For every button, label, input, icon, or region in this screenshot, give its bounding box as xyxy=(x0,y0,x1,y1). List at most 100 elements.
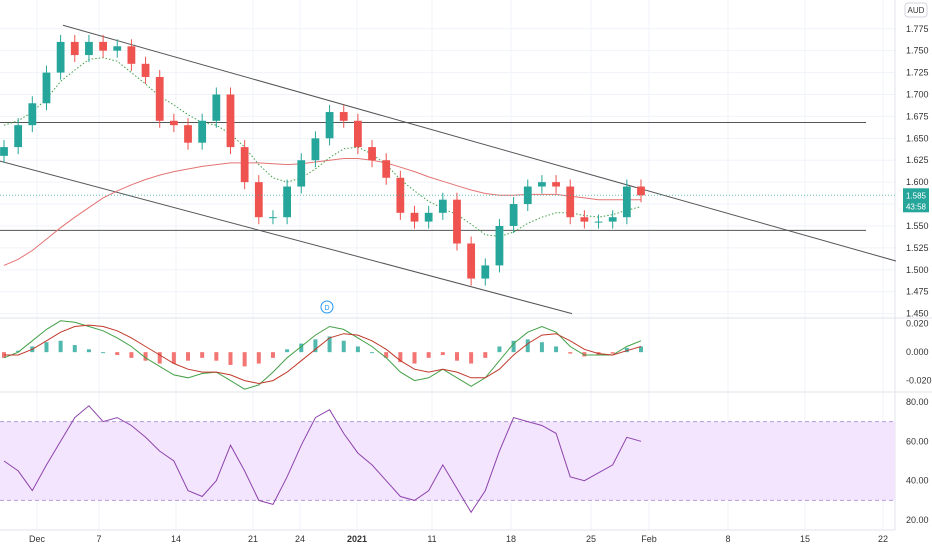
macd-panel[interactable] xyxy=(2,320,643,390)
candle-body[interactable] xyxy=(14,125,23,148)
candle-body[interactable] xyxy=(283,186,292,218)
candle-body[interactable] xyxy=(127,46,136,64)
macd-histogram-bar xyxy=(610,352,615,354)
candle-body[interactable] xyxy=(410,212,419,222)
price-axis[interactable]: 1.775 1.750 1.725 1.700 1.675 1.650 1.625 1.600… xyxy=(906,24,932,525)
candle-body[interactable] xyxy=(141,63,150,77)
macd-histogram-bar xyxy=(525,339,530,353)
macd-histogram-bar xyxy=(582,352,587,357)
macd-histogram-bar xyxy=(313,339,318,353)
candle-body[interactable] xyxy=(85,41,93,56)
macd-histogram-bar xyxy=(341,340,346,353)
rsi-panel[interactable] xyxy=(0,405,895,514)
candle-body[interactable] xyxy=(495,225,504,266)
price-tick-label: 1.650 xyxy=(906,133,929,143)
time-axis[interactable]: Dec 7 14 21 24 2021 11 18 25 Feb 8 15 22 xyxy=(29,534,888,544)
candle-body[interactable] xyxy=(155,76,164,121)
candle-body[interactable] xyxy=(467,243,476,279)
time-tick-label: 21 xyxy=(248,534,258,544)
macd-histogram-bar xyxy=(242,352,247,367)
macd-histogram-bar xyxy=(72,345,77,353)
candle-body[interactable] xyxy=(311,138,320,161)
candle-body[interactable] xyxy=(566,186,575,218)
dividend-marker-icon[interactable] xyxy=(320,300,334,314)
candle-body[interactable] xyxy=(382,160,391,178)
trend-channel-upper[interactable] xyxy=(62,24,897,262)
macd-tick-label: 0.020 xyxy=(906,319,929,329)
time-tick-label: 22 xyxy=(878,534,888,544)
candle-body[interactable] xyxy=(99,41,107,51)
macd-histogram-bar xyxy=(398,352,403,363)
candle-body[interactable] xyxy=(28,103,37,126)
candle-body[interactable] xyxy=(0,147,8,156)
macd-histogram-bar xyxy=(327,336,332,353)
macd-histogram-bar xyxy=(624,347,629,353)
candle-body[interactable] xyxy=(580,217,589,222)
macd-histogram-bar xyxy=(483,352,488,358)
candle-body[interactable] xyxy=(509,204,518,226)
candle-body[interactable] xyxy=(538,182,546,187)
candle-body[interactable] xyxy=(184,125,192,143)
macd-histogram-bar xyxy=(370,352,375,354)
candle-body[interactable] xyxy=(438,199,447,213)
time-tick-label: 14 xyxy=(171,534,181,544)
candle-body[interactable] xyxy=(424,212,433,222)
time-tick-label: 24 xyxy=(295,534,305,544)
candle-body[interactable] xyxy=(481,265,490,279)
candle-body[interactable] xyxy=(198,120,207,143)
candle-body[interactable] xyxy=(552,182,560,187)
macd-histogram-bar xyxy=(115,352,120,355)
candle-body[interactable] xyxy=(240,147,249,183)
macd-histogram-bar xyxy=(426,352,431,358)
price-tick-label: 1.625 xyxy=(906,155,929,165)
macd-tick-label: -0.020 xyxy=(906,376,932,386)
macd-histogram-bar xyxy=(511,340,516,353)
candle-body[interactable] xyxy=(622,186,631,218)
macd-histogram-bar xyxy=(554,346,559,353)
candle-body[interactable] xyxy=(212,94,221,121)
candle-body[interactable] xyxy=(353,120,362,148)
candle-body[interactable] xyxy=(608,217,617,222)
last-price-badge xyxy=(903,188,929,213)
macd-histogram-bar xyxy=(355,346,360,353)
candle-body[interactable] xyxy=(396,177,405,213)
macd-histogram-bar xyxy=(44,342,49,353)
price-panel[interactable] xyxy=(0,24,897,315)
candle-body[interactable] xyxy=(169,120,178,126)
candle-body[interactable] xyxy=(368,147,376,161)
macd-histogram-bar xyxy=(58,340,63,353)
candle-body[interactable] xyxy=(297,160,306,187)
currency-badge[interactable] xyxy=(904,2,928,18)
candle-body[interactable] xyxy=(637,186,645,196)
dividend-marker-label: D xyxy=(324,305,329,312)
candle-body[interactable] xyxy=(594,221,603,223)
macd-histogram-bar xyxy=(157,352,162,364)
candle-body[interactable] xyxy=(56,41,65,73)
candle-body[interactable] xyxy=(523,186,532,205)
candle-body[interactable] xyxy=(339,112,348,121)
candle-body[interactable] xyxy=(113,46,122,51)
candle-body[interactable] xyxy=(226,94,235,148)
time-tick-label: 11 xyxy=(427,534,436,544)
rsi-tick-label: 20.00 xyxy=(906,515,929,525)
macd-histogram-bar xyxy=(16,350,21,353)
candle-body[interactable] xyxy=(70,41,79,56)
candle-body[interactable] xyxy=(254,182,263,218)
rsi-tick-label: 80.00 xyxy=(906,397,929,407)
macd-histogram-bar xyxy=(285,349,290,353)
macd-histogram-bar xyxy=(228,352,233,365)
macd-histogram-bar xyxy=(214,352,219,361)
candle-body[interactable] xyxy=(453,199,461,244)
macd-histogram-bar xyxy=(539,342,544,353)
macd-histogram-bar xyxy=(200,352,205,358)
candle-body[interactable] xyxy=(42,72,51,104)
overlay-layer: AUD 1.585 43:58 D xyxy=(0,2,929,314)
time-tick-label: 15 xyxy=(800,534,810,544)
time-tick-label: 8 xyxy=(725,534,730,544)
candle-body[interactable] xyxy=(269,217,277,219)
macd-histogram-bar xyxy=(568,352,573,354)
candle-body[interactable] xyxy=(325,112,334,139)
rsi-tick-label: 40.00 xyxy=(906,476,929,486)
trend-channel-lower[interactable] xyxy=(0,160,573,315)
